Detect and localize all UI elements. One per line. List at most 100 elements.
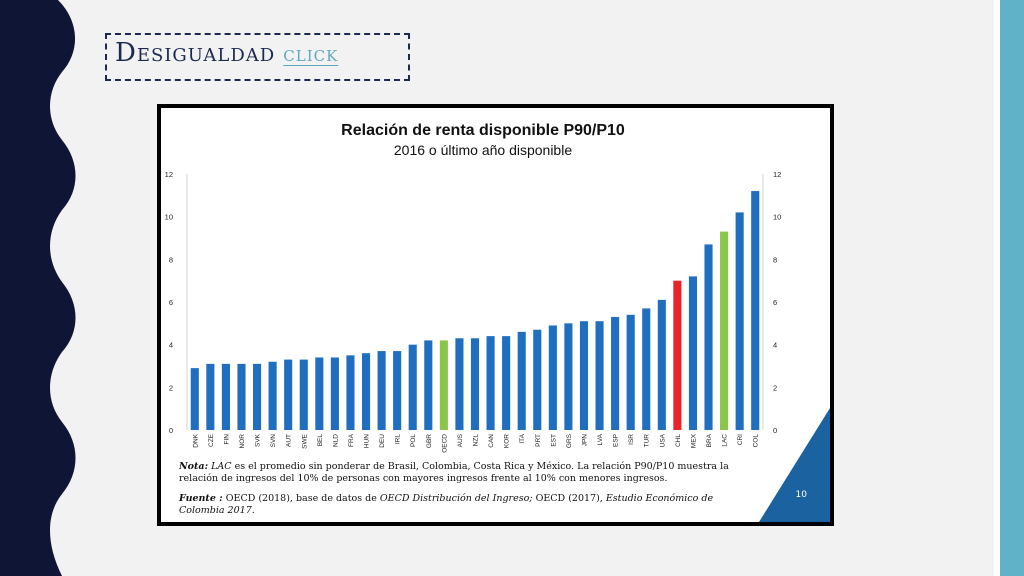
x-tick-label: CRI	[737, 434, 744, 445]
x-tick-label: NOR	[239, 434, 246, 449]
chart-title: Relación de renta disponible P90/P10	[341, 122, 625, 139]
x-tick-label: CHL	[675, 434, 682, 447]
chart-note: Nota: LAC es el promedio sin ponderar de…	[179, 461, 739, 485]
x-tick-label: OECD	[441, 434, 448, 453]
source-label: Fuente :	[179, 493, 223, 504]
bar-isr	[626, 314, 635, 430]
bar-bra	[704, 244, 713, 430]
bar-can	[486, 336, 495, 430]
bar-gbr	[424, 340, 433, 430]
x-tick-label: SVN	[270, 434, 277, 448]
chart-source: Fuente : OECD (2018), base de datos de O…	[179, 493, 739, 517]
note-text: es el promedio sin ponderar de Brasil, C…	[179, 461, 729, 484]
y-tick-label-left: 2	[169, 383, 173, 392]
bar-ita	[517, 331, 526, 430]
chart-image: Relación de renta disponible P90/P10 201…	[161, 108, 830, 522]
bar-jpn	[579, 321, 589, 430]
bar-est	[548, 325, 557, 430]
y-tick-label-left: 12	[165, 170, 173, 179]
y-tick-label-right: 12	[773, 170, 781, 179]
note-abbr: LAC	[211, 461, 232, 472]
x-tick-label: GRS	[566, 433, 573, 448]
x-tick-label: AUS	[457, 433, 464, 447]
x-tick-label: ESP	[613, 434, 620, 447]
bar-bel	[315, 357, 324, 430]
bar-irl	[393, 351, 402, 430]
bar-usa	[657, 299, 666, 430]
bar-dnk	[190, 368, 199, 430]
bar-svk	[253, 363, 262, 430]
source-italic-1: OECD Distribución del Ingreso;	[379, 493, 533, 504]
x-tick-label: CAN	[488, 434, 495, 448]
x-tick-label: KOR	[504, 434, 511, 448]
x-tick-label: ITA	[519, 433, 526, 443]
bar-nld	[330, 357, 339, 430]
bar-lac	[720, 231, 729, 430]
x-tick-label: DEU	[379, 434, 386, 448]
x-tick-label: HUN	[364, 434, 371, 448]
y-tick-label-right: 4	[773, 341, 777, 350]
y-axis-right: 0 2 4 6 8 10 12	[762, 170, 781, 435]
x-tick-label: NLD	[332, 434, 339, 447]
x-tick-labels: DNK CZE FIN NOR SVK SVN AUT SWE BEL NLD FRA HUN DEU I…	[192, 433, 759, 452]
bar-swe	[299, 359, 308, 430]
bar-hun	[361, 353, 371, 430]
x-tick-label: CZE	[208, 433, 215, 447]
x-tick-label: LVA	[597, 433, 604, 445]
bar-chart: Relación de renta disponible P90/P10 201…	[165, 122, 830, 522]
y-tick-label-right: 6	[773, 298, 777, 307]
x-tick-label: PRT	[535, 434, 542, 447]
source-text: OECD (2018), base de datos de	[225, 493, 377, 504]
bar-pol	[408, 344, 417, 430]
bar-deu	[377, 351, 386, 430]
bar-tur	[642, 308, 651, 430]
corner-triangle	[759, 408, 830, 522]
x-tick-label: SWE	[301, 433, 308, 448]
x-tick-label: JPN	[581, 434, 588, 447]
bar-oecd	[439, 340, 448, 430]
x-tick-label: AUT	[286, 434, 293, 447]
y-tick-label-right: 0	[773, 426, 777, 435]
slide-title: Desigualdad click	[115, 38, 338, 68]
x-tick-label: LAC	[722, 434, 729, 447]
y-tick-label-left: 6	[169, 298, 173, 307]
bar-prt	[533, 329, 542, 430]
source-italic-2: Estudio Económico de Colombia 2017	[179, 493, 714, 516]
y-tick-label-right: 8	[773, 255, 777, 264]
bar-col	[751, 191, 760, 430]
source-end: .	[251, 505, 255, 516]
bar-grs	[564, 323, 573, 430]
bar-fra	[346, 355, 355, 430]
right-gap	[994, 0, 1000, 576]
x-tick-label: ISR	[628, 434, 635, 445]
x-tick-label: EST	[550, 434, 557, 447]
right-accent-strip	[1000, 0, 1024, 576]
y-tick-label-left: 10	[165, 213, 173, 222]
bar-cze	[206, 363, 215, 430]
slide-title-text: Desigualdad	[115, 38, 276, 68]
x-tick-label: GBR	[426, 434, 433, 448]
chart-subtitle: 2016 o último año disponible	[394, 142, 572, 158]
page-number: 10	[795, 490, 807, 500]
y-tick-label-left: 4	[169, 341, 173, 350]
bar-lva	[595, 321, 604, 430]
chart-image-frame: Relación de renta disponible P90/P10 201…	[157, 104, 834, 526]
bar-mex	[688, 276, 697, 430]
x-tick-label: BRA	[706, 433, 713, 447]
x-tick-label: NZL	[473, 434, 480, 447]
x-tick-label: MEX	[690, 433, 697, 448]
bar-nor	[237, 363, 246, 430]
bar-esp	[611, 316, 620, 430]
bar-aut	[284, 359, 293, 430]
note-label: Nota:	[179, 461, 209, 472]
x-tick-label: IRL	[395, 434, 402, 445]
x-tick-label: SVK	[255, 433, 262, 447]
x-tick-label: USA	[659, 433, 666, 447]
y-tick-label-right: 2	[773, 383, 777, 392]
title-box: Desigualdad click	[105, 33, 410, 81]
source-text-2: OECD (2017),	[535, 493, 603, 504]
title-link[interactable]: click	[283, 42, 339, 67]
bar-chl	[673, 280, 682, 430]
bar-aus	[455, 338, 464, 430]
x-tick-label: FRA	[348, 433, 355, 447]
